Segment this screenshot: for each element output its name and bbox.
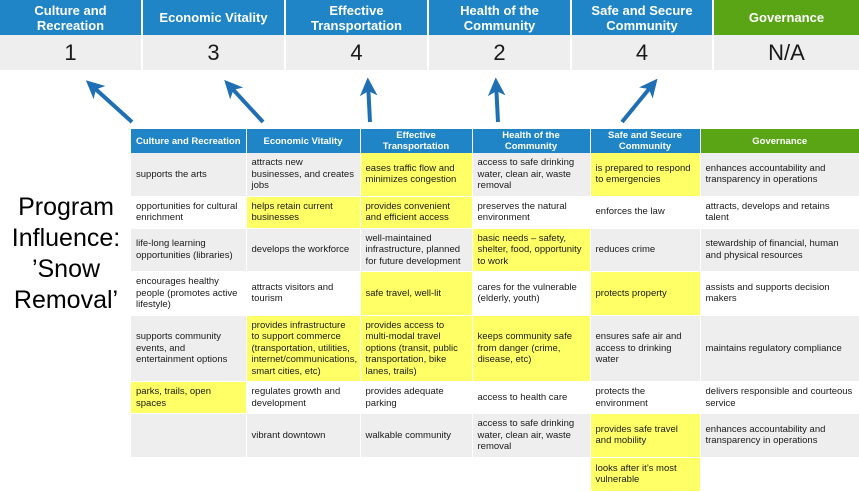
matrix-cell: delivers responsible and courteous servi… — [700, 381, 859, 414]
matrix-cell: assists and supports decision makers — [700, 271, 859, 316]
matrix-cell: attracts visitors and tourism — [246, 271, 361, 316]
matrix-header-row: Culture and Recreation Economic Vitality… — [131, 129, 859, 153]
matrix-body: supports the arts attracts new businesses… — [131, 153, 859, 492]
matrix-cell — [246, 457, 361, 492]
matrix-cell: develops the workforce — [246, 228, 361, 272]
matrix-cell: protects property — [590, 271, 701, 316]
matrix-row: life-long learning opportunities (librar… — [131, 228, 859, 272]
matrix-cell: enhances accountability and transparency… — [700, 153, 859, 197]
matrix-header-health-of-the-community: Health of the Community — [472, 129, 591, 153]
scorecard-header-label: Economic Vitality — [159, 10, 268, 25]
program-influence-line-2: Influence: — [11, 224, 121, 252]
matrix-cell: enforces the law — [590, 196, 701, 229]
program-influence-line-4: Removal’ — [13, 286, 119, 314]
matrix-cell: cares for the vulnerable (elderly, youth… — [472, 271, 591, 316]
scorecard-value-economic-vitality: 3 — [143, 35, 286, 70]
matrix-header-effective-transportation: Effective Transportation — [360, 129, 473, 153]
arrow-economic-vitality — [224, 79, 265, 124]
scorecard-value-culture-and-recreation: 1 — [0, 35, 143, 70]
matrix-cell: access to health care — [472, 381, 591, 414]
arrow-effective-transportation — [359, 77, 378, 123]
matrix-cell: provides safe travel and mobility — [590, 413, 701, 458]
matrix-cell: encourages healthy people (promotes acti… — [131, 271, 247, 316]
matrix-row: supports the arts attracts new businesses… — [131, 153, 859, 197]
matrix-cell: opportunities for cultural enrichment — [131, 196, 247, 229]
matrix-cell: vibrant downtown — [246, 413, 361, 458]
arrow-safe-and-secure-community — [620, 78, 658, 124]
matrix-cell: provides access to multi-modal travel op… — [360, 315, 473, 382]
matrix-cell: helps retain current businesses — [246, 196, 361, 229]
scorecard-header-label: Governance — [748, 10, 825, 25]
matrix-header-culture-and-recreation: Culture and Recreation — [131, 129, 247, 153]
scorecard-value-row: 1 3 4 2 4 N/A — [0, 35, 859, 70]
arrow-culture-and-recreation — [85, 80, 134, 124]
matrix-cell: is prepared to respond to emergencies — [590, 153, 701, 197]
scorecard-header-economic-vitality: Economic Vitality — [143, 0, 286, 35]
matrix-cell: basic needs – safety, shelter, food, opp… — [472, 228, 591, 272]
scorecard-header-effective-transportation: Effective Transportation — [286, 0, 429, 35]
program-influence-line-1: Program — [18, 193, 114, 221]
matrix-row: encourages healthy people (promotes acti… — [131, 271, 859, 316]
matrix-cell: safe travel, well-lit — [360, 271, 473, 316]
scorecard-header-governance: Governance — [714, 0, 859, 35]
matrix-cell: attracts new businesses, and creates job… — [246, 153, 361, 197]
scorecard-header-label: Culture and Recreation — [34, 2, 107, 33]
matrix-cell: protects the environment — [590, 381, 701, 414]
matrix-row: parks, trails, open spaces regulates grow… — [131, 381, 859, 414]
matrix-header-governance: Governance — [700, 129, 859, 153]
matrix-cell: looks after it’s most vulnerable — [590, 457, 701, 492]
matrix-header-row-group: Culture and Recreation Economic Vitality… — [131, 129, 859, 153]
influence-matrix-table: Culture and Recreation Economic Vitality… — [131, 129, 859, 492]
scorecard-header-safe-and-secure-community: Safe and Secure Community — [572, 0, 714, 35]
scorecard-value-health-of-the-community: 2 — [429, 35, 572, 70]
scorecard-header-culture-and-recreation: Culture and Recreation — [0, 0, 143, 35]
matrix-cell: well-maintained infrastructure, planned … — [360, 228, 473, 272]
matrix-cell — [131, 457, 247, 492]
matrix-cell — [700, 457, 859, 492]
matrix-cell: provides convenient and efficient access — [360, 196, 473, 229]
matrix-cell: preserves the natural environment — [472, 196, 591, 229]
program-influence-label: Program Influence: ’Snow Removal’ — [2, 192, 130, 316]
matrix-cell: reduces crime — [590, 228, 701, 272]
scorecard-band: Culture and Recreation Economic Vitality… — [0, 0, 859, 70]
scorecard-header-row: Culture and Recreation Economic Vitality… — [0, 0, 859, 35]
scorecard-value-effective-transportation: 4 — [286, 35, 429, 70]
matrix-cell — [131, 413, 247, 458]
matrix-cell: stewardship of financial, human and phys… — [700, 228, 859, 272]
scorecard-value-governance: N/A — [714, 35, 859, 70]
matrix-cell: keeps community safe from danger (crime,… — [472, 315, 591, 382]
matrix-row: opportunities for cultural enrichment hel… — [131, 196, 859, 229]
matrix-cell: ensures safe air and access to drinking … — [590, 315, 701, 382]
matrix-header-safe-and-secure-community: Safe and Secure Community — [590, 129, 701, 153]
matrix-row: looks after it’s most vulnerable — [131, 457, 859, 492]
matrix-cell — [360, 457, 473, 492]
matrix-header-economic-vitality: Economic Vitality — [246, 129, 361, 153]
matrix-cell: maintains regulatory compliance — [700, 315, 859, 382]
matrix-row: vibrant downtown walkable community access… — [131, 413, 859, 458]
scorecard-header-label: Health of the Community — [460, 2, 539, 33]
matrix-cell: supports the arts — [131, 153, 247, 197]
matrix-row: supports community events, and entertain… — [131, 315, 859, 382]
matrix-cell: parks, trails, open spaces — [131, 381, 247, 414]
matrix-cell: provides adequate parking — [360, 381, 473, 414]
matrix-cell: supports community events, and entertain… — [131, 315, 247, 382]
matrix-cell: provides infrastructure to support comme… — [246, 315, 361, 382]
matrix-cell: enhances accountability and transparency… — [700, 413, 859, 458]
matrix-cell: attracts, develops and retains talent — [700, 196, 859, 229]
matrix-cell: access to safe drinking water, clean air… — [472, 413, 591, 458]
matrix-cell: eases traffic flow and minimizes congest… — [360, 153, 473, 197]
scorecard-value-safe-and-secure-community: 4 — [572, 35, 714, 70]
scorecard-header-label: Effective Transportation — [310, 2, 402, 33]
matrix-cell: walkable community — [360, 413, 473, 458]
matrix-cell — [472, 457, 591, 492]
scorecard-header-label: Safe and Secure Community — [591, 2, 693, 33]
scorecard-header-health-of-the-community: Health of the Community — [429, 0, 572, 35]
matrix-cell: regulates growth and development — [246, 381, 361, 414]
matrix-cell: access to safe drinking water, clean air… — [472, 153, 591, 197]
matrix-cell: life-long learning opportunities (librar… — [131, 228, 247, 272]
program-influence-line-3: ’Snow — [31, 255, 101, 283]
arrow-health-of-the-community — [487, 77, 506, 123]
